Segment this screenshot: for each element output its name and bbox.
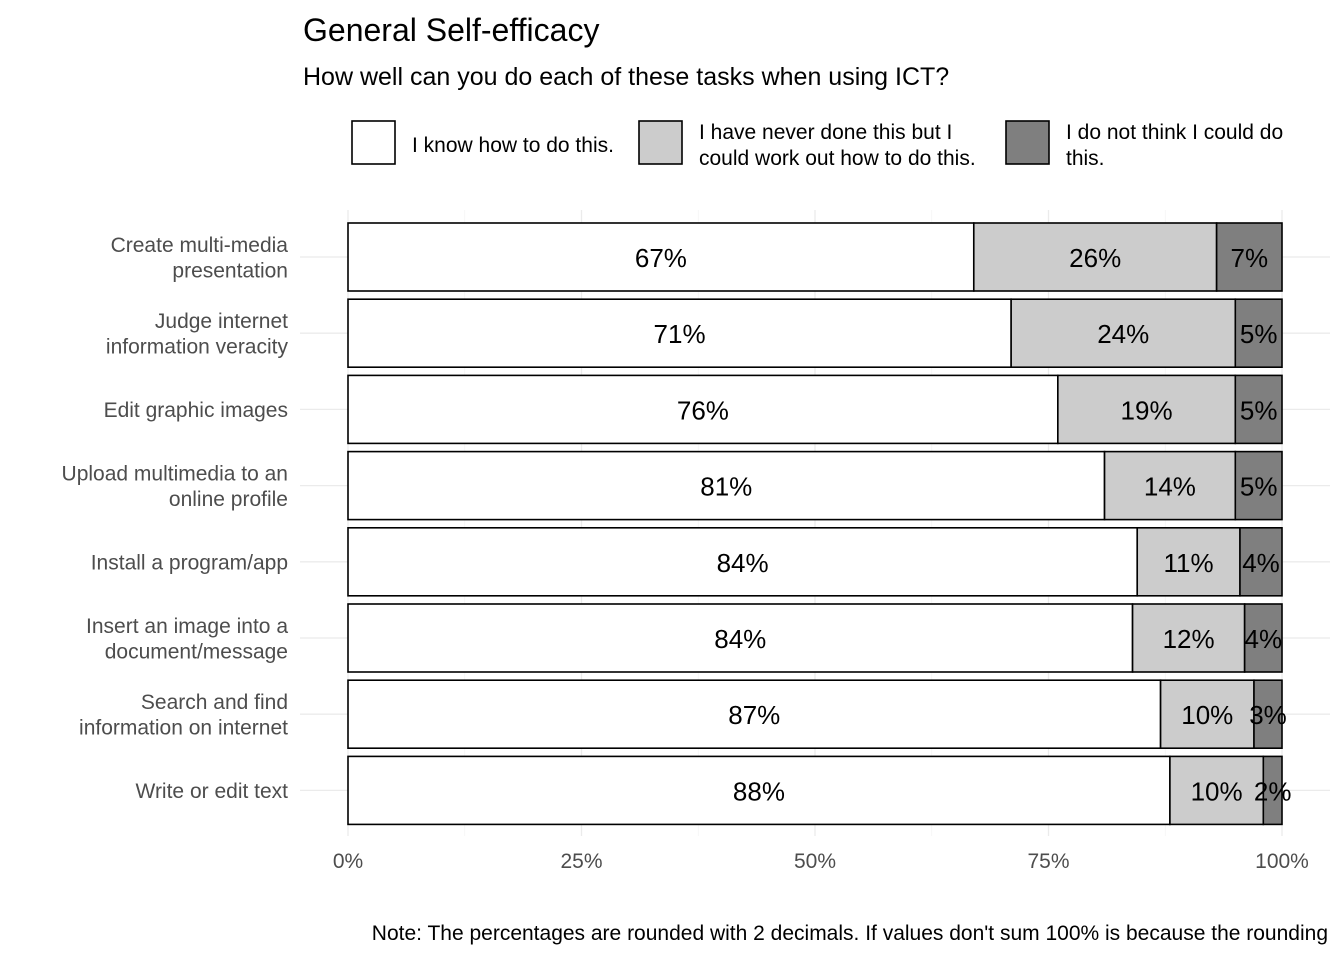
bar-value-label: 84% bbox=[714, 624, 766, 654]
category-label: Judge internet information veracity bbox=[106, 310, 289, 359]
bar-segment bbox=[1262, 755, 1283, 826]
bar-segment bbox=[1239, 526, 1283, 597]
bar-value-label: 19% bbox=[1121, 395, 1173, 425]
bar-value-label: 10% bbox=[1181, 700, 1233, 730]
x-tick-label: 0% bbox=[333, 850, 363, 873]
bar-segment bbox=[347, 374, 1059, 445]
bar-segment bbox=[1215, 222, 1283, 292]
category-label: Upload multimedia to an online profile bbox=[62, 462, 288, 511]
bar-value-label: 67% bbox=[635, 243, 687, 273]
bar-value-label: 5% bbox=[1240, 472, 1278, 502]
bar-value-label: 12% bbox=[1163, 624, 1215, 654]
bar-segment bbox=[1234, 450, 1283, 521]
bar-segment bbox=[1243, 603, 1283, 673]
bar-value-label: 81% bbox=[700, 472, 752, 502]
bar-value-label: 4% bbox=[1245, 624, 1283, 654]
bar-segment bbox=[1131, 603, 1246, 673]
bar-segment bbox=[347, 450, 1106, 521]
bar-value-label: 11% bbox=[1164, 548, 1214, 578]
category-label: Write or edit text bbox=[136, 780, 289, 803]
category-label: Search and find information on internet bbox=[79, 691, 288, 740]
bar-segment bbox=[347, 603, 1134, 673]
bar-value-label: 88% bbox=[733, 776, 785, 806]
bar-value-label: 87% bbox=[728, 700, 780, 730]
bar-value-label: 3% bbox=[1249, 700, 1287, 730]
category-label: Create multi-media presentation bbox=[111, 234, 289, 283]
legend-swatch bbox=[638, 120, 683, 165]
chart-title: General Self-efficacy bbox=[303, 12, 599, 48]
chart-subtitle: How well can you do each of these tasks … bbox=[303, 63, 949, 91]
category-labels: Create multi-media presentation Judge inte… bbox=[62, 234, 289, 803]
legend-swatch bbox=[351, 120, 396, 165]
bar-segment bbox=[1234, 298, 1283, 369]
bar-segment bbox=[1169, 755, 1265, 826]
bar-value-label: 5% bbox=[1240, 395, 1278, 425]
bar-value-label: 84% bbox=[717, 548, 769, 578]
x-tick-label: 75% bbox=[1027, 850, 1069, 873]
category-label: Install a program/app bbox=[91, 551, 288, 574]
x-tick-label: 25% bbox=[560, 850, 602, 873]
bar-value-label: 5% bbox=[1240, 319, 1278, 349]
bar-value-label: 76% bbox=[677, 395, 729, 425]
bar-value-label: 14% bbox=[1144, 472, 1196, 502]
legend-label: I know how to do this. bbox=[412, 134, 614, 157]
category-label: Edit graphic images bbox=[104, 399, 288, 422]
bar-segment bbox=[1234, 374, 1283, 445]
bar-segment bbox=[347, 679, 1162, 750]
category-label: Insert an image into a document/message bbox=[86, 615, 288, 664]
legend-swatch bbox=[1005, 120, 1050, 165]
bar-value-label: 10% bbox=[1191, 776, 1243, 806]
bar-segment bbox=[1103, 450, 1237, 521]
x-tick-label: 50% bbox=[794, 850, 836, 873]
bar-segment bbox=[347, 755, 1171, 826]
bar-segment bbox=[1253, 679, 1283, 750]
legend-label: I do not think I could do this. bbox=[1066, 121, 1283, 170]
bar-value-label: 2% bbox=[1254, 776, 1292, 806]
bar-segment bbox=[972, 222, 1218, 292]
bar-value-label: 71% bbox=[654, 319, 706, 349]
x-axis-ticks: 0% 25% 50% 75% 100% bbox=[333, 850, 1309, 873]
bar-value-label: 26% bbox=[1069, 243, 1121, 273]
bar-segment bbox=[1057, 374, 1237, 445]
legend: I know how to do this. I have never done … bbox=[351, 120, 1283, 170]
bar-value-label: 4% bbox=[1242, 548, 1280, 578]
x-tick-label: 100% bbox=[1255, 850, 1309, 873]
bar-group: 67% 26% 7% 71% 24% 5% 76% 19% 5% 81% 14% 5% 84% 11% 4%… bbox=[347, 222, 1292, 826]
chart-caption: Note: The percentages are rounded with 2… bbox=[372, 922, 1328, 945]
bar-value-label: 7% bbox=[1231, 243, 1269, 273]
bar-value-label: 24% bbox=[1097, 319, 1149, 349]
bar-segment bbox=[347, 222, 975, 292]
